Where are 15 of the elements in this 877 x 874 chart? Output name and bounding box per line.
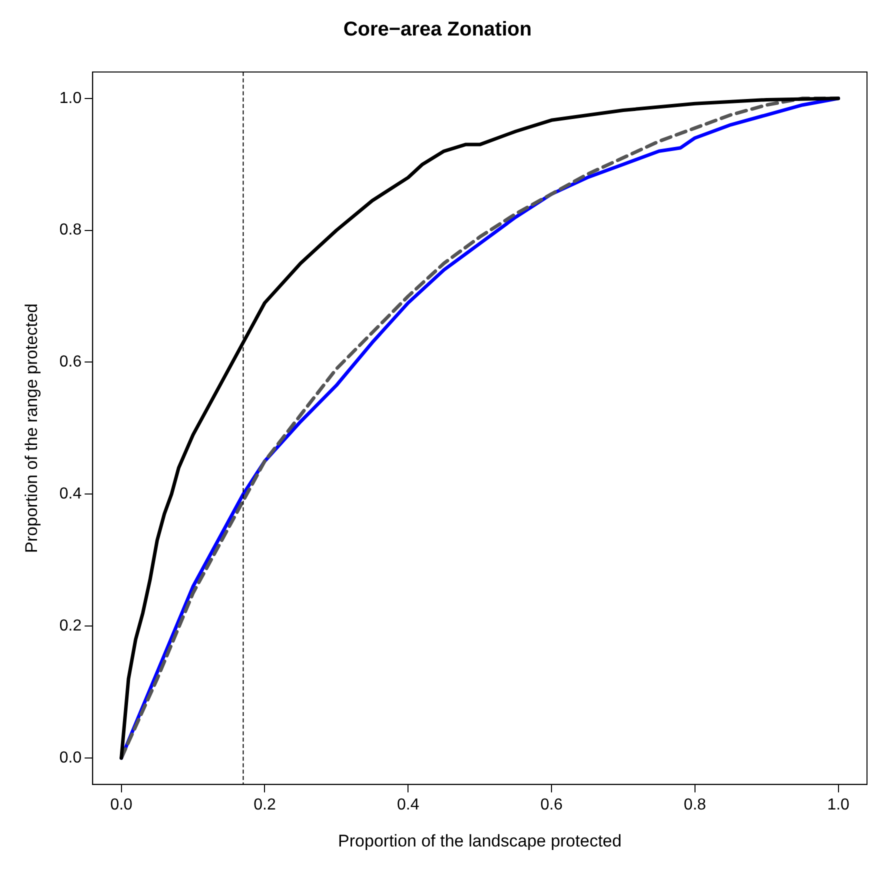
y-tick-label: 0.2 (59, 617, 82, 634)
y-tick-label: 0.8 (59, 222, 82, 239)
y-axis-title: Proportion of the range protected (22, 303, 41, 553)
x-tick-label: 0.0 (110, 796, 133, 814)
x-tick-label: 1.0 (827, 796, 850, 814)
y-tick-label: 0.6 (59, 354, 82, 371)
x-tick-label: 0.6 (540, 796, 563, 814)
y-tick-label: 0.4 (59, 486, 82, 503)
x-tick-label: 0.4 (396, 796, 420, 814)
y-tick-label: 0.0 (59, 749, 82, 766)
x-tick-label: 0.2 (254, 796, 276, 814)
x-axis-title: Proportion of the landscape protected (338, 831, 622, 850)
y-tick-label: 1.0 (59, 90, 82, 107)
chart-title: Core−area Zonation (343, 18, 532, 41)
x-tick-label: 0.8 (684, 796, 706, 814)
